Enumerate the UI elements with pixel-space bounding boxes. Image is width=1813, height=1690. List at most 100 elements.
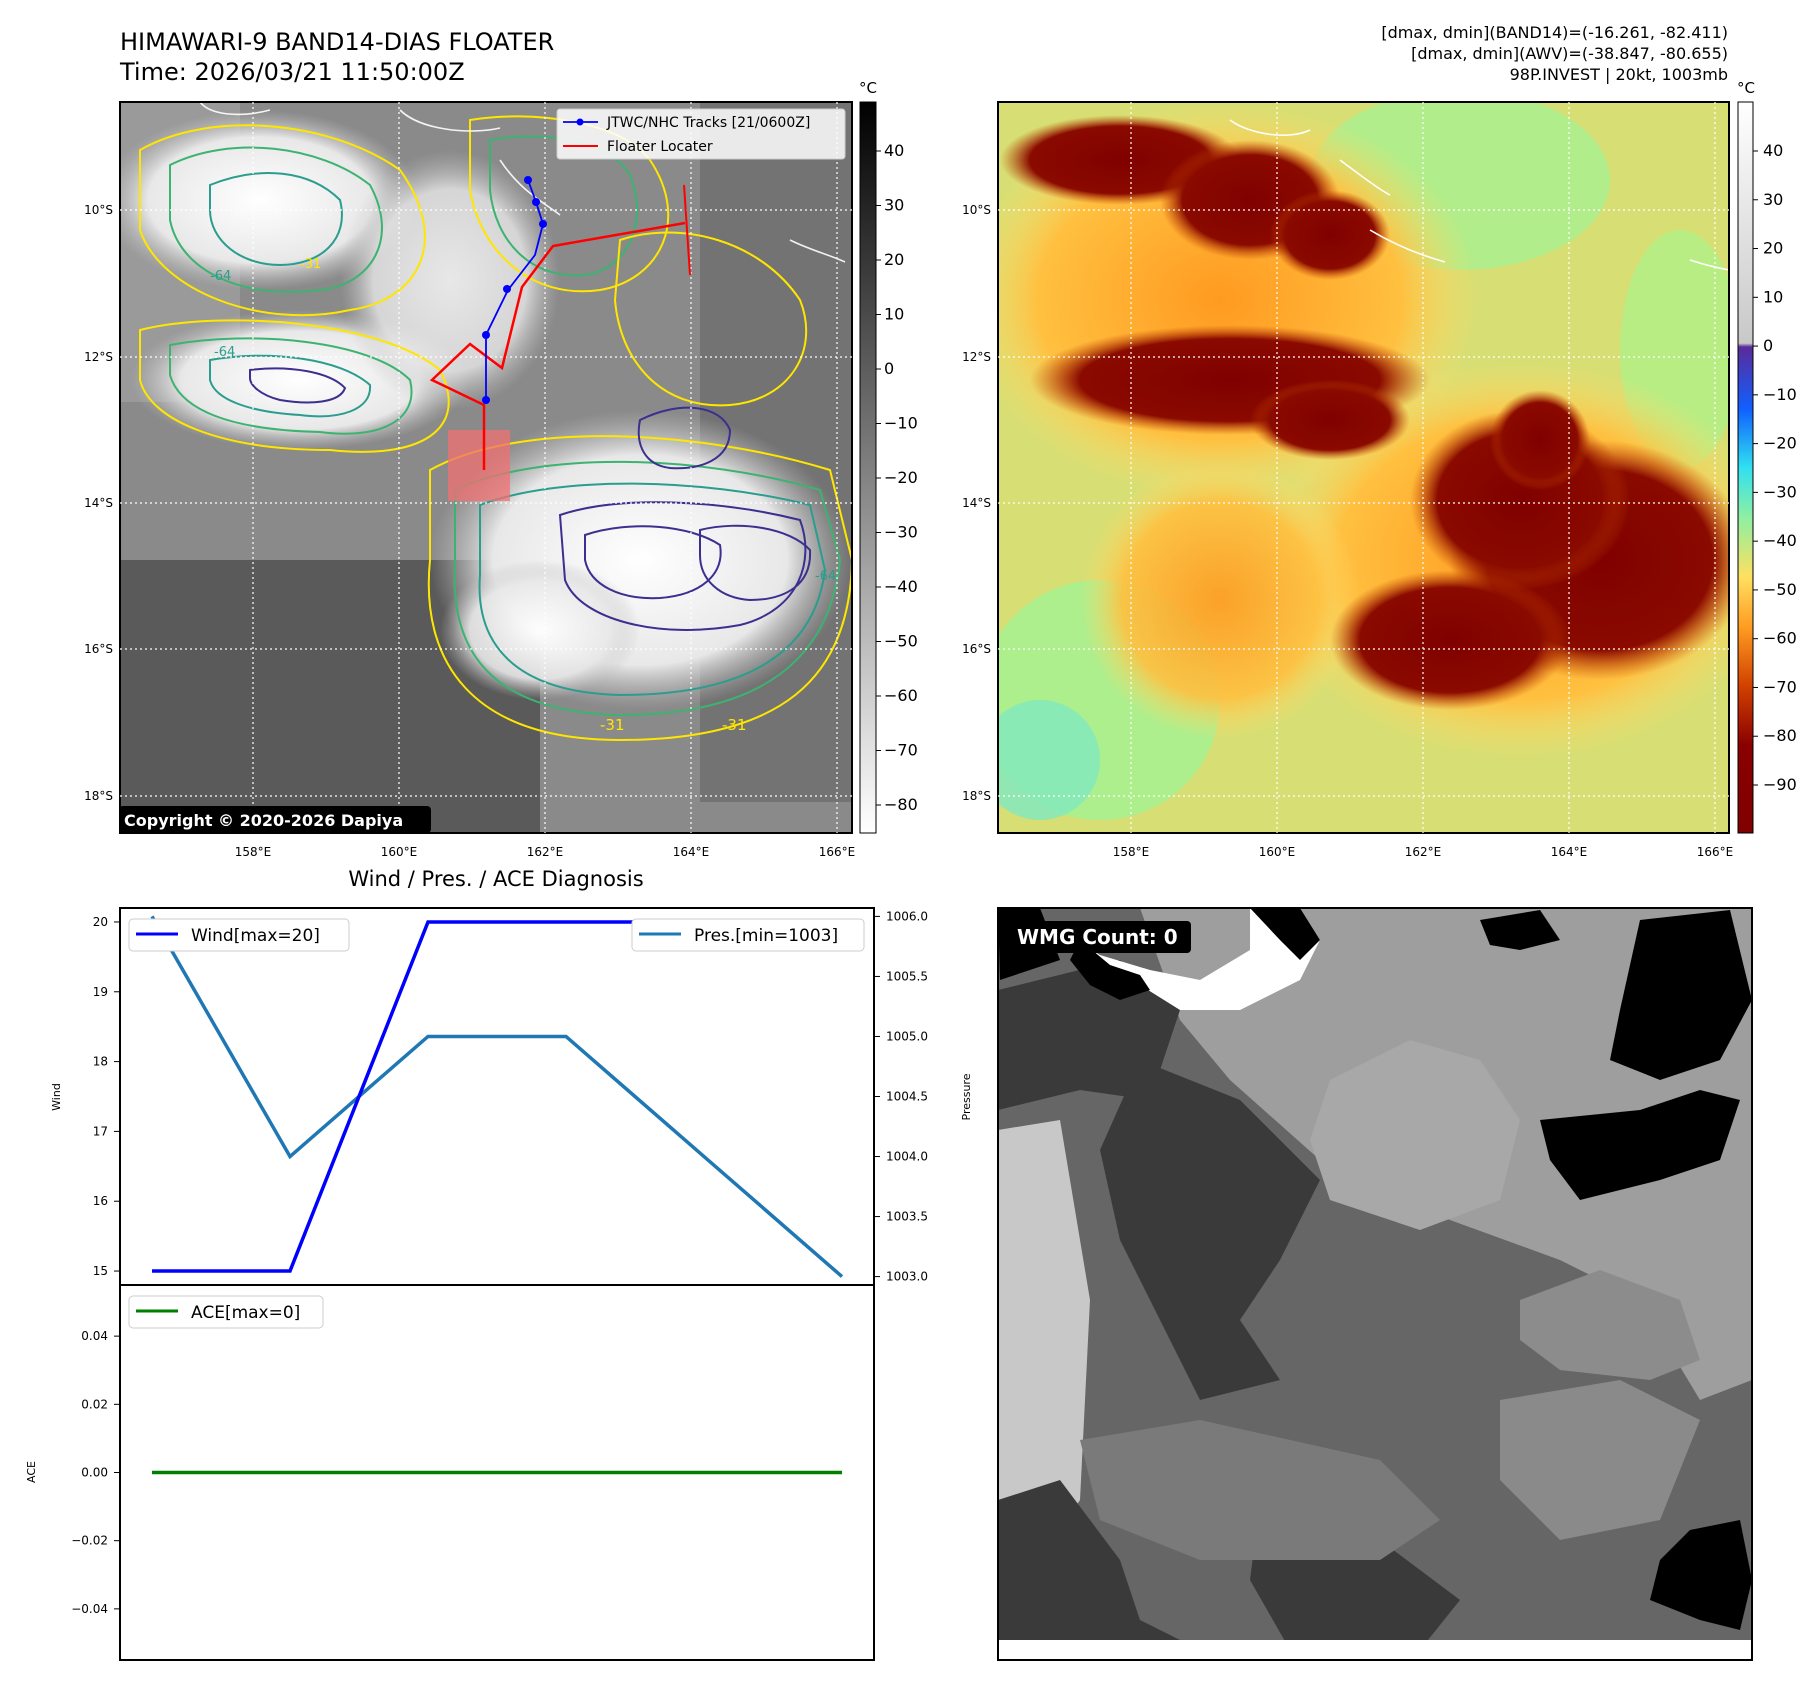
colorbar-unit: °C	[859, 79, 877, 97]
wind-tick-label: 18	[93, 1055, 108, 1069]
pressure-tick-label: 1004.0	[886, 1150, 928, 1164]
copyright-text: Copyright © 2020-2026 Dapiya	[124, 811, 403, 830]
colorbar-tick-label: −90	[1763, 775, 1797, 794]
wind-axis-label: Wind	[50, 1083, 63, 1111]
pressure-tick-label: 1005.5	[886, 969, 928, 983]
lon-label: 164°E	[1551, 845, 1588, 859]
colorbar-tick-label: 30	[1763, 190, 1783, 209]
figure-time: Time: 2026/03/21 11:50:00Z	[119, 58, 465, 86]
contour-label: -31	[300, 257, 321, 272]
lat-label: 14°S	[962, 496, 991, 510]
ace-tick-label: 0.04	[81, 1329, 108, 1343]
left-map-frame	[119, 101, 853, 834]
ace-tick-label: 0.02	[81, 1397, 108, 1411]
awv-enhanced-map	[998, 102, 1729, 833]
wind-legend: Wind[max=20]	[128, 918, 350, 952]
colorbar-tick-label: 40	[884, 141, 904, 160]
pressure-legend: Pres.[min=1003]	[631, 918, 865, 952]
right-map-frame	[997, 101, 1730, 834]
dmax-band14: [dmax, dmin](BAND14)=(-16.261, -82.411)	[1381, 23, 1728, 42]
colorbar-tick-label: −40	[884, 577, 918, 596]
colorbar-tick-label: −50	[884, 632, 918, 651]
ace-legend: ACE[max=0]	[128, 1295, 324, 1329]
lon-label: 158°E	[235, 845, 272, 859]
colorbar-tick-label: −70	[884, 741, 918, 760]
colorbar-tick-label: 10	[1763, 287, 1783, 306]
legend-locater-label: Floater Locater	[607, 139, 713, 155]
lat-label: 18°S	[962, 789, 991, 803]
colorbar-tick-label: −60	[884, 686, 918, 705]
lat-label: 12°S	[84, 350, 113, 364]
lon-label: 166°E	[819, 845, 856, 859]
colorbar-tick-label: −40	[1763, 531, 1797, 550]
contour-label: -64	[815, 569, 836, 584]
right-map-gridlines	[998, 102, 1729, 833]
colorbar-tick-label: 20	[884, 250, 904, 269]
colorbar-tick-label: −50	[1763, 580, 1797, 599]
lat-label: 16°S	[962, 642, 991, 656]
wind-tick-label: 19	[93, 985, 108, 999]
pressure-tick-label: 1004.5	[886, 1090, 928, 1104]
colorbar-tick-label: 20	[1763, 239, 1783, 258]
right-lat-labels: 10°S 12°S 14°S 16°S 18°S	[962, 203, 991, 803]
wind-pressure-axes	[119, 907, 875, 1286]
colorbar-tick-label: −80	[1763, 726, 1797, 745]
contour-label: -64	[214, 345, 235, 360]
colorbar-tick-label: 40	[1763, 141, 1783, 160]
colorbar-tick-label: 10	[884, 305, 904, 324]
ace-tick-label: 0.00	[81, 1466, 108, 1480]
pressure-series-line	[150, 915, 844, 1278]
diagnosis-title: Wind / Pres. / ACE Diagnosis	[348, 867, 643, 891]
legend-track-label: JTWC/NHC Tracks [21/0600Z]	[606, 115, 810, 131]
lat-label: 12°S	[962, 350, 991, 364]
wmg-frame	[997, 907, 1753, 1661]
wind-tick-label: 20	[93, 915, 108, 929]
wmg-count-badge: WMG Count: 0	[1007, 921, 1191, 953]
lon-label: 164°E	[673, 845, 710, 859]
lat-label: 18°S	[84, 789, 113, 803]
lat-label: 14°S	[84, 496, 113, 510]
colorbar-tick-label: 0	[884, 359, 894, 378]
left-lat-labels: 10°S 12°S 14°S 16°S 18°S	[84, 203, 113, 803]
contour-label: -31	[722, 716, 747, 734]
pressure-tick-label: 1006.0	[886, 909, 928, 923]
lon-label: 162°E	[527, 845, 564, 859]
colorbar-tick-label: −10	[1763, 385, 1797, 404]
contour-label: -64	[210, 269, 231, 284]
pressure-axis-label: Pressure	[960, 1073, 973, 1120]
lat-label: 10°S	[84, 203, 113, 217]
ir-satellite-map	[120, 102, 852, 833]
wmg-image	[998, 908, 1752, 1660]
ace-tick-label: −0.04	[71, 1602, 108, 1616]
contour-label: -31	[600, 716, 625, 734]
wind-tick-label: 16	[93, 1194, 108, 1208]
colorbar-tick-label: −30	[1763, 482, 1797, 501]
pressure-tick-label: 1003.0	[886, 1270, 928, 1284]
right-lon-labels: 158°E 160°E 162°E 164°E 166°E	[1113, 845, 1734, 859]
pressure-tick-label: 1005.0	[886, 1029, 928, 1043]
lon-label: 162°E	[1405, 845, 1442, 859]
wmg-count-text: WMG Count: 0	[1017, 925, 1178, 949]
left-lon-labels: 158°E 160°E 162°E 164°E 166°E	[235, 845, 856, 859]
colorbar-tick-label: −70	[1763, 677, 1797, 696]
wind-tick-label: 17	[93, 1124, 108, 1138]
lon-label: 160°E	[381, 845, 418, 859]
legend-wind: Wind[max=20]	[191, 926, 320, 946]
dmax-awv: [dmax, dmin](AWV)=(-38.847, -80.655)	[1411, 44, 1728, 63]
storm-info: 98P.INVEST | 20kt, 1003mb	[1510, 65, 1728, 84]
pressure-tick-label: 1003.5	[886, 1210, 928, 1224]
colorbar-tick-label: −80	[884, 795, 918, 814]
right-colorbar: °C 40 30 20 10 0 −10 −20 −30 −40 −50 −60 −70 −80 −90	[1737, 79, 1797, 834]
left-colorbar: °C 40 30 20 10 0 −10 −20 −30 −40 −50 −60 −70 −80	[859, 79, 918, 834]
colorbar-tick-label: −60	[1763, 629, 1797, 648]
colorbar-unit: °C	[1737, 79, 1755, 97]
jtwc-track	[482, 176, 547, 404]
figure-title: HIMAWARI-9 BAND14-DIAS FLOATER	[120, 28, 554, 56]
legend-ace: ACE[max=0]	[191, 1303, 300, 1323]
lat-label: 16°S	[84, 642, 113, 656]
legend-pressure: Pres.[min=1003]	[694, 926, 838, 946]
lat-label: 10°S	[962, 203, 991, 217]
wind-tick-label: 15	[93, 1264, 108, 1278]
lon-label: 160°E	[1259, 845, 1296, 859]
